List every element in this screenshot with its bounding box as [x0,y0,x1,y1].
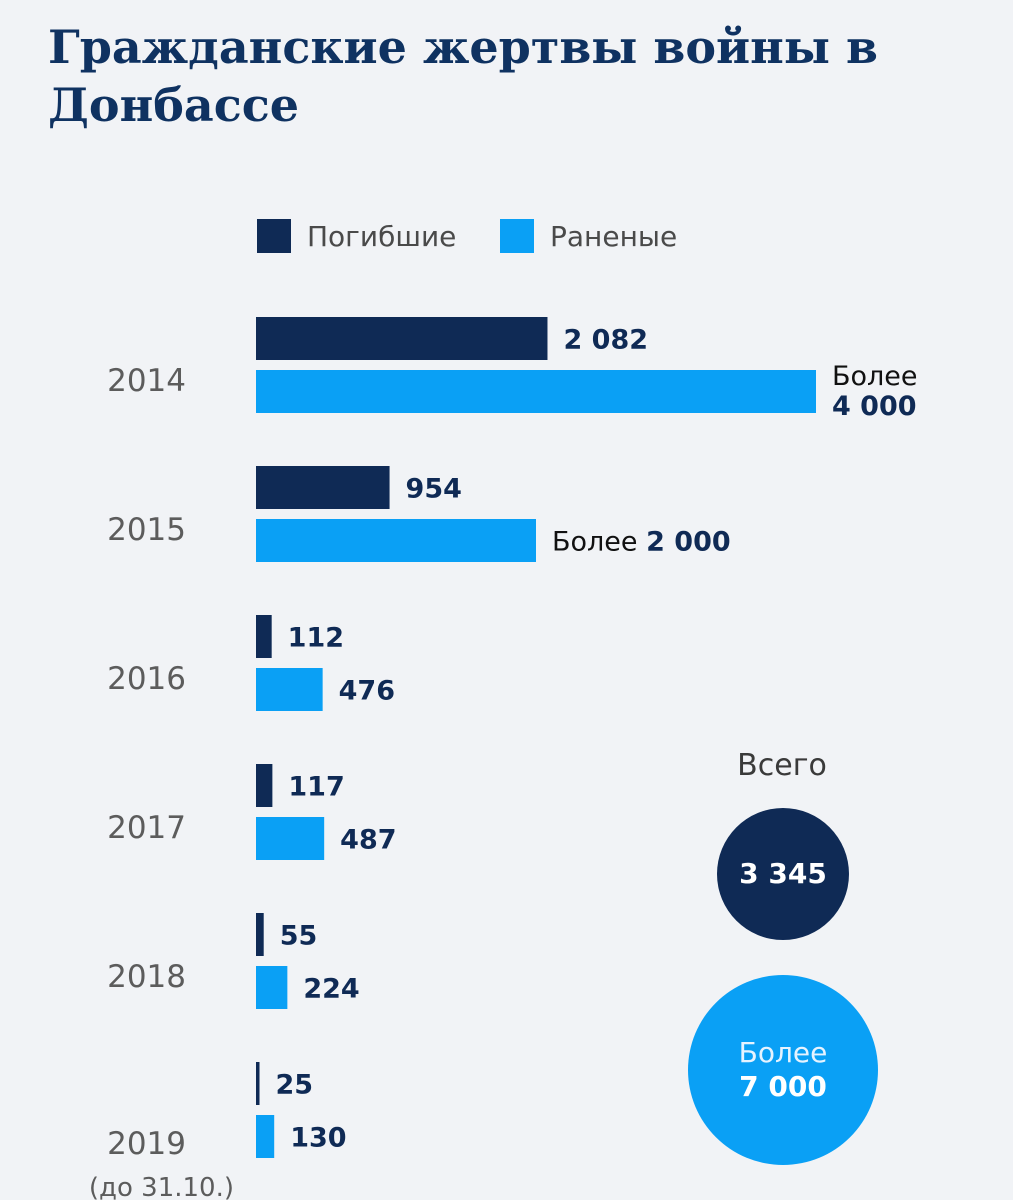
total-killed-circle: 3 345 [717,808,849,940]
bar-wounded-2016 [256,668,323,711]
value-label-killed-2019: 25 [276,1070,314,1101]
year-label-2018: 2018 [107,959,186,995]
value-label-killed-2018: 55 [280,921,318,952]
value-label-wounded-2014: Более 4 000 [832,361,918,422]
bar-killed-2019 [256,1062,260,1105]
year-label-2015: 2015 [107,512,186,548]
bar-killed-2014 [256,317,548,360]
value-label-wounded-2019: 130 [290,1123,346,1154]
bar-wounded-2018 [256,966,288,1009]
value-label-wounded-2018: 224 [303,974,359,1005]
year-label-2014: 2014 [107,363,186,399]
total-wounded-value: 7 000 [739,1070,827,1103]
legend-item-killed: Погибшие [257,216,456,256]
value-label-wounded-2015: Более 2 000 [552,527,731,558]
value-label-wounded-2016: 476 [339,676,395,707]
total-wounded-prefix: Более [738,1036,828,1069]
year-note-2019: (до 31.10.) [89,1173,234,1200]
total-killed-value: 3 345 [739,857,827,890]
year-label-2017: 2017 [107,810,186,846]
value-label-killed-2014: 2 082 [563,325,648,356]
value-label-killed-2017: 117 [288,772,344,803]
legend-label-wounded: Раненые [550,219,678,253]
total-wounded-circle: Более 7 000 [688,975,878,1165]
bar-wounded-2015 [256,519,536,562]
bar-killed-2018 [256,913,264,956]
value-label-killed-2016: 112 [288,623,344,654]
legend-item-wounded: Раненые [500,216,677,256]
chart-title: Гражданские жертвы войны в Донбассе [48,20,878,132]
legend-swatch-wounded [500,219,534,253]
bar-wounded-2017 [256,817,325,860]
legend-label-killed: Погибшие [307,219,457,253]
year-label-2016: 2016 [107,661,186,697]
bar-killed-2015 [256,466,390,509]
value-label-wounded-2017: 487 [340,825,396,856]
legend-swatch-killed [257,219,291,253]
bar-wounded-2014 [256,370,816,413]
bar-killed-2016 [256,615,272,658]
value-label-killed-2015: 954 [406,474,462,505]
year-label-2019: 2019 [107,1126,186,1162]
bar-killed-2017 [256,764,273,807]
totals-heading: Всего [737,748,827,783]
bar-wounded-2019 [256,1115,275,1158]
